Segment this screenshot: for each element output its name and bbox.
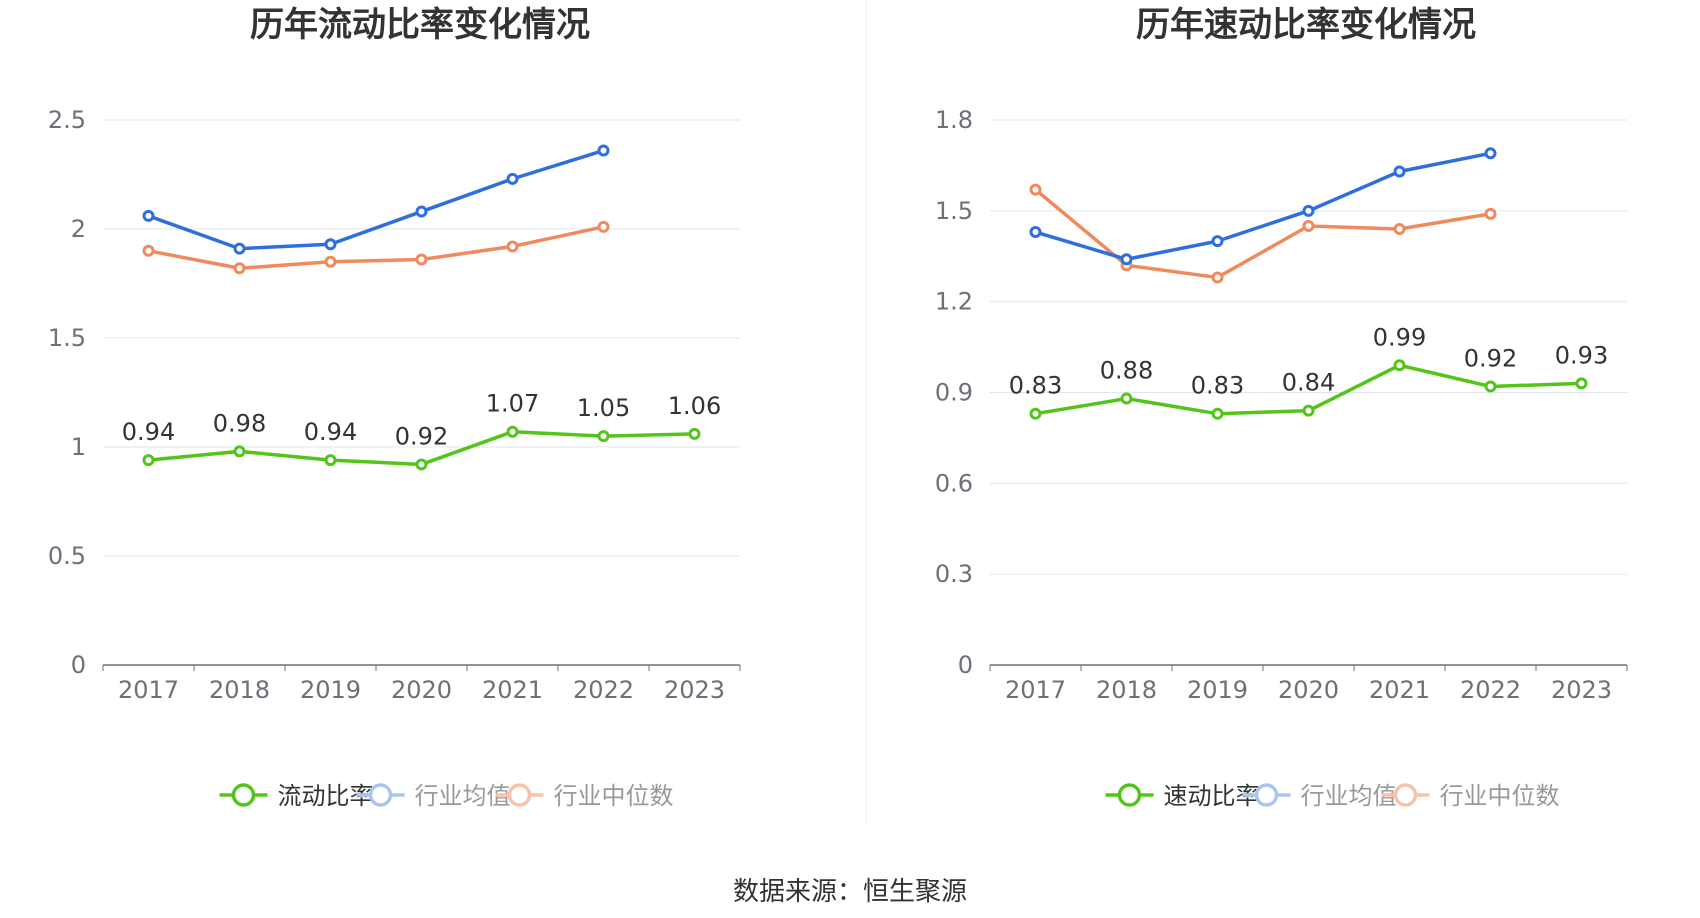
data-point (1484, 207, 1497, 220)
series-line (147, 148, 605, 251)
data-point (1029, 226, 1042, 239)
data-label: 0.83 (1191, 372, 1244, 400)
data-point (1120, 392, 1133, 405)
y-tick-label: 2.5 (48, 106, 86, 134)
x-tick-label: 2021 (482, 676, 543, 704)
y-tick-label: 0.6 (935, 469, 973, 497)
current-ratio-chart: 历年流动比率变化情况 0 0.5 1 1.5 2 2.5 2017 2018 2019 2020 20… (48, 5, 741, 810)
y-tick-label: 0 (71, 651, 86, 679)
x-tick-label: 2021 (1369, 676, 1430, 704)
legend-marker (368, 783, 393, 807)
data-point (1302, 204, 1315, 217)
data-point (1575, 377, 1588, 390)
legend-label: 行业中位数 (1440, 782, 1560, 810)
x-tick-label: 2017 (1005, 676, 1066, 704)
data-point (233, 242, 246, 255)
chart-title: 历年速动比率变化情况 (1136, 5, 1476, 45)
y-tick-label: 1.5 (48, 324, 86, 352)
data-label: 0.84 (1282, 369, 1335, 397)
y-tick-label: 0.3 (935, 560, 973, 588)
x-tick-label: 2020 (1278, 676, 1339, 704)
x-tick-label: 2023 (1551, 676, 1612, 704)
data-point (324, 255, 337, 268)
data-point (142, 454, 155, 467)
data-point (142, 209, 155, 222)
y-tick-label: 1.5 (935, 197, 973, 225)
data-label: 0.94 (304, 418, 357, 446)
data-point (1393, 165, 1406, 178)
quick-ratio-chart: 历年速动比率变化情况 0 0.3 0.6 0.9 1.2 1.5 1.8 2017 2018 201… (935, 5, 1628, 810)
data-label: 0.99 (1373, 323, 1426, 351)
legend-marker (1393, 783, 1418, 807)
y-tick-label: 0 (958, 651, 973, 679)
x-tick-label: 2023 (664, 676, 725, 704)
data-point (597, 144, 610, 157)
series-line (1034, 188, 1491, 280)
x-tick-label: 2019 (300, 676, 361, 704)
y-tick-label: 1.2 (935, 288, 973, 316)
data-point (1211, 407, 1224, 420)
x-tick-label: 2019 (1187, 676, 1248, 704)
y-tick-label: 1 (71, 433, 86, 461)
data-point (1393, 359, 1406, 372)
legend-marker (231, 783, 256, 807)
data-label: 0.94 (122, 418, 175, 446)
y-tick-label: 1.8 (935, 106, 973, 134)
data-point (1302, 404, 1315, 417)
series-line (1034, 151, 1491, 262)
data-point (506, 172, 519, 185)
legend-label: 行业均值 (415, 782, 511, 810)
legend-marker (1254, 783, 1279, 807)
x-tick-label: 2020 (391, 676, 452, 704)
x-tick-label: 2022 (573, 676, 634, 704)
data-point (415, 458, 428, 471)
data-point (324, 238, 337, 251)
data-label: 0.93 (1555, 341, 1608, 369)
x-tick-label: 2017 (118, 676, 179, 704)
legend-label: 行业均值 (1301, 782, 1397, 810)
y-tick-label: 0.5 (48, 542, 86, 570)
data-point (1211, 271, 1224, 284)
data-point (233, 262, 246, 275)
data-label: 0.92 (395, 422, 448, 450)
legend-marker (507, 783, 532, 807)
data-source: 数据来源：恒生聚源 (733, 877, 967, 907)
y-tick-label: 0.9 (935, 379, 973, 407)
data-label: 0.83 (1009, 372, 1062, 400)
data-point (415, 205, 428, 218)
data-point (1484, 147, 1497, 160)
data-point (233, 445, 246, 458)
data-label: 0.92 (1464, 344, 1517, 372)
data-label: 0.98 (213, 409, 266, 437)
data-point (597, 220, 610, 233)
data-point (1484, 380, 1497, 393)
y-tick-label: 2 (71, 215, 86, 243)
data-point (1211, 235, 1224, 248)
data-point (415, 253, 428, 266)
data-point (597, 430, 610, 443)
data-label: 1.07 (486, 390, 539, 418)
data-point (1120, 253, 1133, 266)
data-point (324, 454, 337, 467)
chart-title: 历年流动比率变化情况 (250, 5, 590, 45)
data-point (1029, 183, 1042, 196)
data-point (142, 244, 155, 257)
data-point (1029, 407, 1042, 420)
data-point (506, 425, 519, 438)
data-point (506, 240, 519, 253)
series-line (148, 225, 604, 270)
x-tick-label: 2022 (1460, 676, 1521, 704)
x-tick-label: 2018 (1096, 676, 1157, 704)
data-point (688, 427, 701, 440)
data-label: 1.06 (668, 392, 721, 420)
x-tick-label: 2018 (209, 676, 270, 704)
legend-label: 行业中位数 (554, 782, 674, 810)
data-label: 1.05 (577, 394, 630, 422)
data-label: 0.88 (1100, 357, 1153, 385)
data-point (1393, 223, 1406, 235)
legend-marker (1117, 783, 1142, 807)
data-point (1302, 219, 1315, 232)
